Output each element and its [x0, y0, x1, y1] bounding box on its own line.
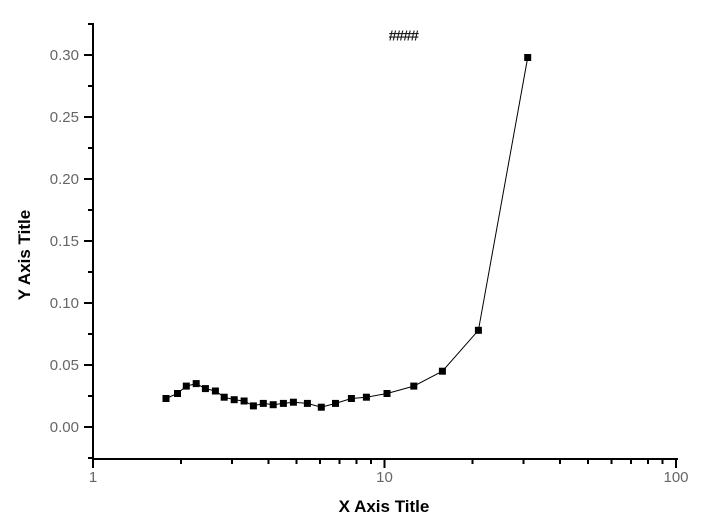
data-point-marker: [182, 382, 190, 390]
data-point-marker: [410, 382, 418, 390]
data-point-marker: [201, 385, 209, 393]
data-line: [165, 57, 529, 408]
data-point-marker: [259, 399, 267, 407]
data-point-marker: [249, 402, 257, 410]
x-tick-label: 100: [663, 469, 688, 486]
data-point-marker: [474, 326, 482, 334]
data-point-marker: [347, 395, 355, 402]
data-point-marker: [438, 367, 446, 375]
data-point-marker: [220, 393, 228, 401]
x-tick-label: 10: [376, 469, 393, 486]
y-tick-label: 0.10: [50, 295, 79, 312]
data-point-marker: [162, 395, 170, 402]
data-point-marker: [303, 399, 311, 407]
data-point-marker: [317, 403, 325, 411]
y-tick-label: 0.20: [50, 171, 79, 188]
data-point-marker: [289, 398, 297, 406]
data-point-marker: [332, 399, 339, 407]
data-point-marker: [174, 390, 181, 397]
data-point-marker: [524, 54, 532, 61]
data-point-marker: [279, 399, 287, 407]
data-point-marker: [240, 397, 248, 405]
y-axis-title: Y Axis Title: [15, 209, 34, 301]
y-tick-label: 0.05: [50, 357, 79, 374]
y-tick-label: 0.00: [50, 419, 79, 436]
data-point-marker: [269, 401, 277, 409]
y-tick-label: 0.15: [50, 233, 79, 250]
x-axis-title: X Axis Title: [338, 497, 430, 516]
data-point-marker: [192, 380, 200, 388]
x-tick-label: 1: [89, 469, 97, 486]
y-tick-label: 0.30: [50, 47, 79, 64]
chart-annotation: ####: [388, 27, 418, 45]
y-tick-label: 0.25: [50, 109, 79, 126]
data-point-marker: [383, 390, 391, 397]
data-point-marker: [362, 393, 370, 401]
data-point-marker: [211, 387, 219, 395]
data-point-marker: [230, 396, 238, 404]
